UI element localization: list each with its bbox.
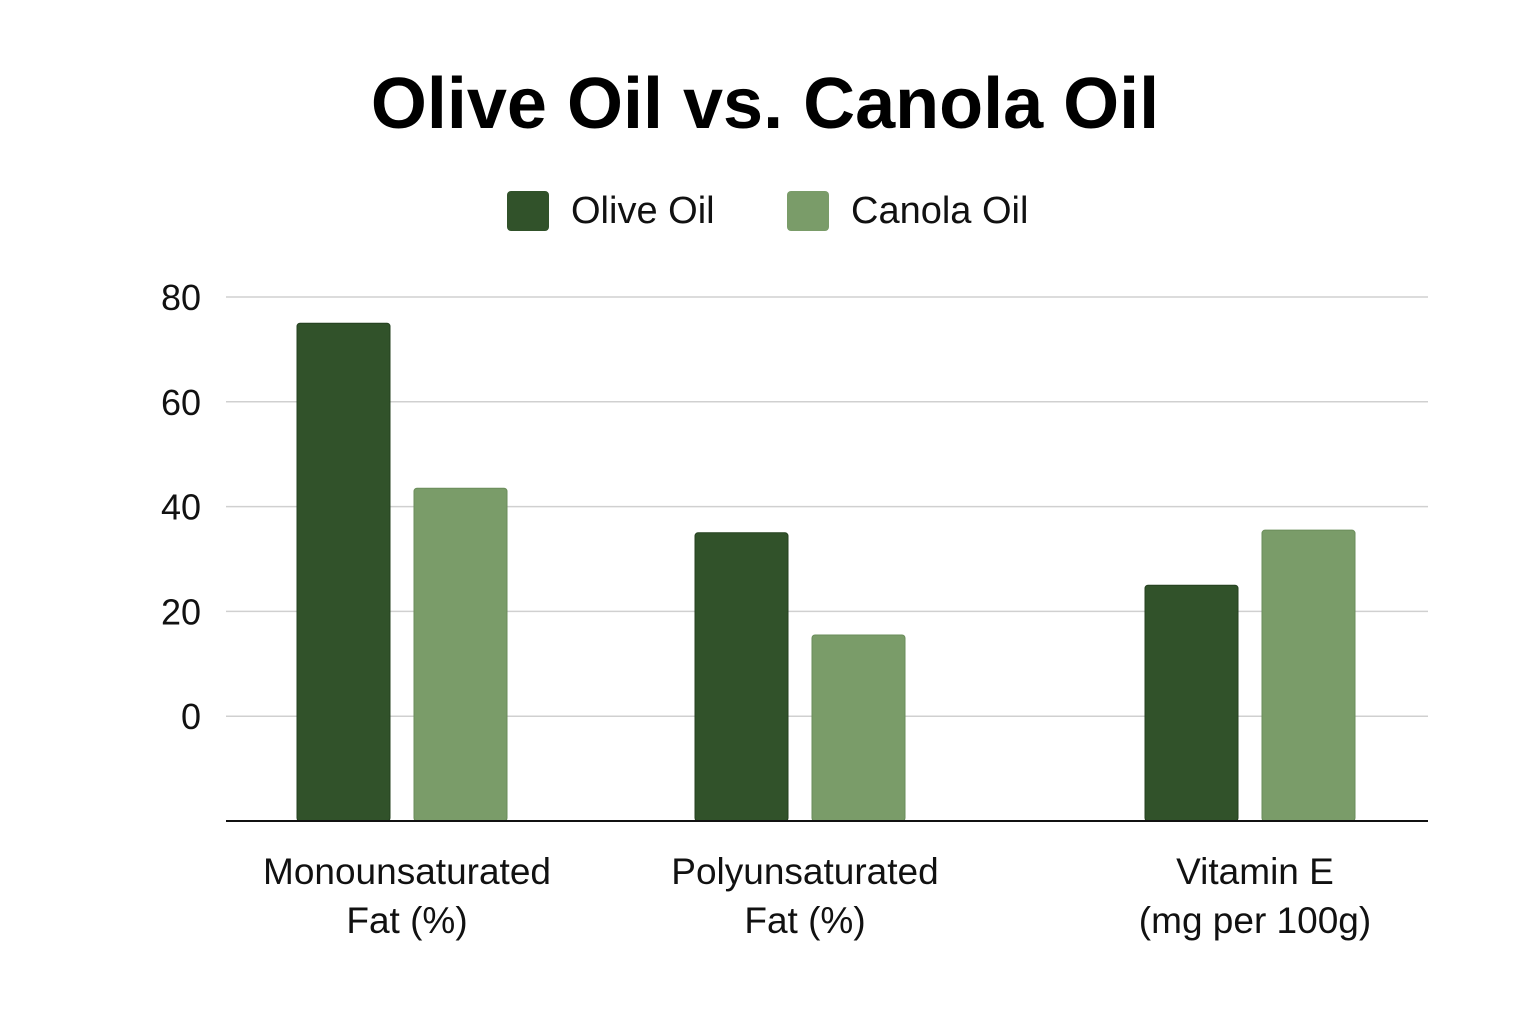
- bar-canola-oil-2: [811, 634, 906, 822]
- category-labels: Monounsaturated Fat (%) Polyunsaturated Fat…: [263, 851, 1371, 941]
- legend-label-olive-oil: Olive Oil: [571, 190, 715, 232]
- bar-olive-oil-1: [296, 322, 391, 822]
- bar-canola-oil-1: [413, 487, 508, 822]
- y-tick-label: 40: [161, 487, 201, 528]
- legend: Olive Oil Canola Oil: [507, 190, 1028, 232]
- bar-olive-oil-3: [1144, 584, 1239, 822]
- category-label-line: Polyunsaturated: [671, 851, 938, 892]
- category-label-line: Vitamin E: [1176, 851, 1334, 892]
- category-label: Polyunsaturated Fat (%): [671, 851, 938, 941]
- category-label-line: (mg per 100g): [1139, 900, 1371, 941]
- bar-canola-oil-3: [1261, 529, 1356, 822]
- bars: [296, 322, 1356, 822]
- category-label-line: Fat (%): [346, 900, 467, 941]
- category-label: Vitamin E (mg per 100g): [1139, 851, 1371, 941]
- category-label-line: Monounsaturated: [263, 851, 551, 892]
- chart-title: Olive Oil vs. Canola Oil: [371, 64, 1159, 144]
- category-label: Monounsaturated Fat (%): [263, 851, 551, 941]
- y-tick-label: 0: [181, 696, 201, 737]
- y-axis-ticks: 0 20 40 60 80: [161, 277, 201, 737]
- legend-label-canola-oil: Canola Oil: [851, 190, 1028, 232]
- y-tick-label: 80: [161, 277, 201, 318]
- legend-swatch-olive-oil: [507, 191, 549, 231]
- y-tick-label: 20: [161, 591, 201, 632]
- category-label-line: Fat (%): [744, 900, 865, 941]
- y-tick-label: 60: [161, 382, 201, 423]
- bar-olive-oil-2: [694, 532, 789, 822]
- legend-swatch-canola-oil: [787, 191, 829, 231]
